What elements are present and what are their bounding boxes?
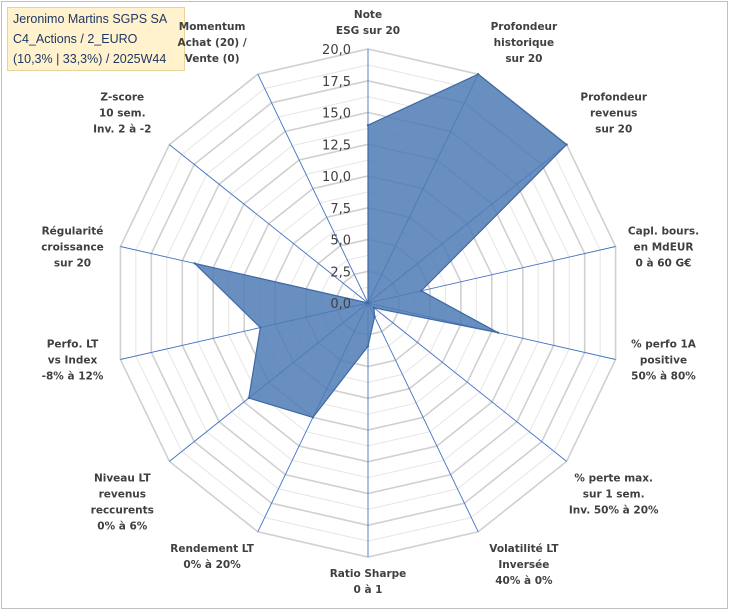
axis-label-line: Régularité — [42, 226, 104, 238]
axis-label: Ratio Sharpe 0 à 1 — [330, 568, 407, 596]
axis-label-line: Rendement LT — [170, 543, 254, 555]
axis-label-line: 40% à 0% — [495, 575, 553, 587]
axis-label-line: Profondeur — [491, 21, 558, 33]
data-point — [366, 345, 370, 348]
axis-label-line: vs Index — [48, 355, 98, 367]
data-point — [565, 143, 568, 146]
axis-label: Momentum Achat (20) / Vente (0) — [177, 21, 246, 65]
axis-label-line: Achat (20) / — [177, 37, 246, 49]
axis-label-line: sur 20 — [54, 258, 91, 270]
tick-label: 12,5 — [322, 138, 351, 153]
axis-label-line: sur 20 — [505, 53, 542, 65]
axis-label: Rendement LT 0% à 20% — [170, 543, 254, 571]
radar-tick-labels: 0,0 2,5 5,0 7,5 10,0 12,5 15,0 17,5 20,0 — [322, 43, 351, 312]
axis-label-line: sur 1 sem. — [583, 488, 645, 500]
axis-label-line: en MdEUR — [633, 242, 693, 254]
axis-label: Volatilité LT Inversée 40% à 0% — [489, 543, 559, 587]
data-point — [247, 396, 250, 400]
axis-label: Profondeur historique sur 20 — [491, 21, 558, 65]
data-point — [420, 289, 423, 292]
data-point — [477, 73, 480, 76]
axis-label-line: Perfo. LT — [47, 339, 99, 351]
title-line-company: Jeronimo Martins SGPS SA — [13, 12, 168, 26]
axis-label-line: Vente (0) — [185, 53, 240, 65]
data-point — [373, 315, 376, 318]
axis-label-line: positive — [640, 355, 687, 367]
axis-label: Profondeur revenus sur 20 — [580, 92, 647, 136]
axis-label-line: % perfo 1A — [631, 339, 697, 351]
axis-label-line: 10 sem. — [99, 108, 146, 120]
axis-label: Capl. bours. en MdEUR 0 à 60 G€ — [628, 226, 699, 270]
axis-label-line: Volatilité LT — [489, 543, 559, 555]
axis-label: Régularité croissance sur 20 — [41, 226, 104, 270]
data-point — [259, 326, 262, 329]
axis-label: Perfo. LT vs Index -8% à 12% — [42, 339, 104, 383]
axis-spoke — [169, 144, 369, 304]
tick-label: 7,5 — [330, 202, 351, 217]
axis-label: Z-score 10 sem. Inv. 2 à -2 — [93, 92, 151, 136]
axis-label-line: Ratio Sharpe — [330, 568, 407, 580]
axis-label-line: revenus — [99, 488, 146, 500]
axis-label-line: 50% à 80% — [631, 371, 696, 383]
axis-label-line: -8% à 12% — [42, 371, 104, 383]
data-point — [193, 262, 196, 265]
axis-label: % perte max. sur 1 sem. Inv. 50% à 20% — [569, 472, 659, 516]
tick-label: 5,0 — [330, 234, 351, 249]
series-area — [192, 73, 568, 419]
axis-label-line: croissance — [41, 242, 104, 254]
title-line-period: (10,3% | 33,3%) / 2025W44 — [13, 52, 167, 66]
axis-label-line: historique — [494, 37, 554, 49]
axis-label-line: % perte max. — [574, 472, 653, 484]
axis-label-line: Note — [354, 9, 382, 21]
axis-label-line: Profondeur — [580, 92, 647, 104]
data-point — [311, 416, 315, 419]
tick-label: 15,0 — [322, 107, 351, 122]
data-point — [366, 124, 370, 127]
axis-label-line: Inv. 2 à -2 — [93, 124, 151, 136]
axis-spoke — [367, 302, 479, 532]
axis-label-line: Momentum — [179, 21, 246, 33]
axis-label-line: Z-score — [100, 92, 144, 104]
title-line-category: C4_Actions / 2_EURO — [13, 32, 138, 46]
axis-label: % perfo 1A positive 50% à 80% — [631, 339, 697, 383]
tick-label: 10,0 — [322, 170, 351, 185]
axis-label-line: Capl. bours. — [628, 226, 699, 238]
data-point — [366, 301, 370, 305]
data-point — [496, 331, 500, 334]
axis-label-line: Inv. 50% à 20% — [569, 504, 659, 516]
axis-label: Note ESG sur 20 — [336, 9, 400, 37]
axis-spoke — [257, 74, 369, 304]
tick-label: 17,5 — [322, 75, 351, 90]
axis-label-line: ESG sur 20 — [336, 25, 400, 37]
axis-label-line: revenus — [590, 108, 637, 120]
radar-series — [192, 73, 568, 419]
axis-label-line: 0% à 6% — [97, 520, 148, 532]
data-point — [372, 306, 376, 309]
axis-label-line: 0% à 20% — [183, 559, 241, 571]
radar-axis-labels: Note ESG sur 20 Profondeur historique sur 20… — [41, 9, 699, 596]
axis-label-line: reccurents — [91, 504, 154, 516]
axis-label: Niveau LT revenus reccurents 0% à 6% — [91, 472, 154, 532]
tick-label: 0,0 — [330, 297, 351, 312]
axis-spoke — [367, 302, 567, 462]
axis-label-line: Niveau LT — [94, 472, 152, 484]
axis-label-line: Inversée — [498, 559, 549, 571]
axis-label-line: 0 à 60 G€ — [636, 258, 692, 270]
axis-label-line: sur 20 — [595, 124, 632, 136]
axis-label-line: 0 à 1 — [353, 584, 382, 596]
chart-title-box: Jeronimo Martins SGPS SA C4_Actions / 2_… — [7, 7, 185, 71]
tick-label: 2,5 — [330, 265, 351, 280]
tick-label: 20,0 — [322, 43, 351, 58]
